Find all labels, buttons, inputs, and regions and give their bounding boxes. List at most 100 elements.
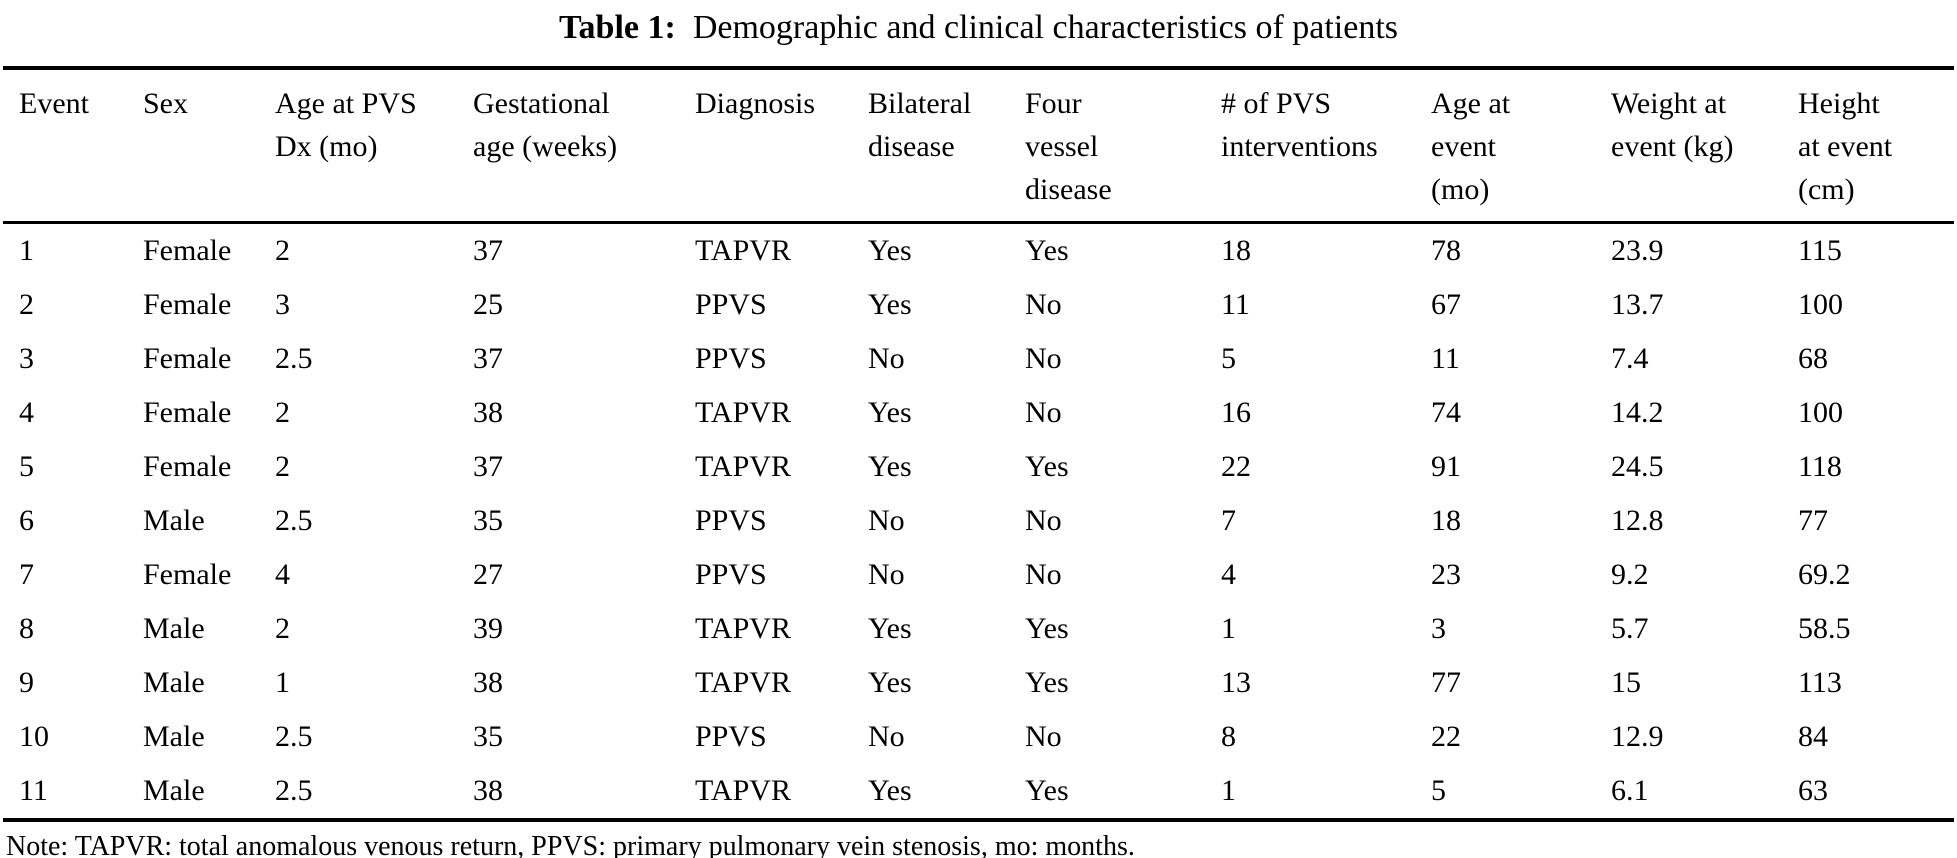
- cell-age-at-pvs-dx: 2.5: [275, 720, 313, 753]
- table-body: 1 Female 2 37 TAPVR Yes Yes 18 78 23.9 115 2 Female 3…: [3, 223, 1954, 820]
- cell-event: 11: [19, 774, 48, 807]
- table-row: 9 Male 1 38 TAPVR Yes Yes 13 77 15 113: [3, 656, 1954, 710]
- table-row: 6 Male 2.5 35 PPVS No No 7 18 12.8 77: [3, 494, 1954, 548]
- column-header-sex: Sex: [143, 87, 188, 120]
- cell-gestational-age: 37: [473, 342, 503, 375]
- cell-gestational-age: 38: [473, 666, 503, 699]
- table-row: 3 Female 2.5 37 PPVS No No 5 11 7.4 68: [3, 332, 1954, 386]
- cell-diagnosis: PPVS: [695, 342, 767, 375]
- table-header-row: Event Sex Age at PVS Dx (mo) Gestational ag…: [3, 68, 1954, 223]
- cell-diagnosis: TAPVR: [695, 396, 791, 429]
- column-header-age-at-event: Age at event (mo): [1431, 87, 1511, 206]
- cell-weight-at-event: 14.2: [1611, 396, 1664, 429]
- column-header-pvs-interventions: # of PVS interventions: [1221, 87, 1378, 163]
- cell-bilateral-disease: No: [868, 342, 905, 375]
- cell-sex: Male: [143, 612, 205, 645]
- cell-weight-at-event: 5.7: [1611, 612, 1649, 645]
- cell-sex: Male: [143, 720, 205, 753]
- cell-bilateral-disease: Yes: [868, 396, 912, 429]
- cell-four-vessel-disease: No: [1025, 342, 1062, 375]
- cell-age-at-event: 78: [1431, 234, 1461, 267]
- cell-bilateral-disease: Yes: [868, 774, 912, 807]
- cell-weight-at-event: 9.2: [1611, 558, 1649, 591]
- cell-pvs-interventions: 22: [1221, 450, 1251, 483]
- column-header-four-vessel-disease: Four vessel disease: [1025, 87, 1112, 206]
- cell-event: 4: [19, 396, 34, 429]
- cell-pvs-interventions: 16: [1221, 396, 1251, 429]
- cell-height-at-event: 58.5: [1798, 612, 1851, 645]
- patients-table: Event Sex Age at PVS Dx (mo) Gestational ag…: [3, 66, 1954, 822]
- table-title: Table 1: Demographic and clinical charac…: [0, 8, 1957, 48]
- cell-four-vessel-disease: No: [1025, 396, 1062, 429]
- table-title-caption: Demographic and clinical characteristics…: [692, 9, 1399, 46]
- cell-age-at-pvs-dx: 2.5: [275, 774, 313, 807]
- table-row: 4 Female 2 38 TAPVR Yes No 16 74 14.2 100: [3, 386, 1954, 440]
- column-header-weight-at-event: Weight at event (kg): [1611, 87, 1734, 163]
- cell-height-at-event: 115: [1798, 234, 1842, 267]
- cell-age-at-pvs-dx: 2: [275, 396, 290, 429]
- cell-age-at-pvs-dx: 4: [275, 558, 290, 591]
- cell-pvs-interventions: 5: [1221, 342, 1236, 375]
- cell-age-at-event: 18: [1431, 504, 1461, 537]
- cell-pvs-interventions: 13: [1221, 666, 1251, 699]
- cell-pvs-interventions: 4: [1221, 558, 1236, 591]
- cell-diagnosis: TAPVR: [695, 450, 791, 483]
- table-row: 10 Male 2.5 35 PPVS No No 8 22 12.9 84: [3, 710, 1954, 764]
- table-row: 11 Male 2.5 38 TAPVR Yes Yes 1 5 6.1 63: [3, 764, 1954, 820]
- cell-four-vessel-disease: No: [1025, 720, 1062, 753]
- cell-weight-at-event: 15: [1611, 666, 1641, 699]
- cell-sex: Female: [143, 396, 232, 429]
- cell-event: 9: [19, 666, 34, 699]
- cell-sex: Female: [143, 234, 232, 267]
- cell-gestational-age: 39: [473, 612, 503, 645]
- cell-event: 8: [19, 612, 34, 645]
- cell-weight-at-event: 6.1: [1611, 774, 1649, 807]
- cell-sex: Female: [143, 558, 232, 591]
- cell-diagnosis: PPVS: [695, 288, 767, 321]
- cell-height-at-event: 77: [1798, 504, 1828, 537]
- column-header-height-at-event: Height at event (cm): [1798, 87, 1893, 206]
- cell-sex: Male: [143, 774, 205, 807]
- cell-pvs-interventions: 18: [1221, 234, 1251, 267]
- table-row: 1 Female 2 37 TAPVR Yes Yes 18 78 23.9 115: [3, 223, 1954, 279]
- cell-event: 6: [19, 504, 34, 537]
- cell-age-at-pvs-dx: 2: [275, 234, 290, 267]
- cell-pvs-interventions: 8: [1221, 720, 1236, 753]
- cell-four-vessel-disease: Yes: [1025, 612, 1069, 645]
- cell-event: 1: [19, 234, 34, 267]
- cell-weight-at-event: 12.8: [1611, 504, 1664, 537]
- cell-diagnosis: PPVS: [695, 720, 767, 753]
- cell-four-vessel-disease: No: [1025, 558, 1062, 591]
- cell-height-at-event: 113: [1798, 666, 1842, 699]
- cell-diagnosis: PPVS: [695, 504, 767, 537]
- cell-pvs-interventions: 1: [1221, 774, 1236, 807]
- cell-event: 10: [19, 720, 49, 753]
- cell-age-at-event: 77: [1431, 666, 1461, 699]
- table-header: Event Sex Age at PVS Dx (mo) Gestational ag…: [3, 68, 1954, 223]
- column-header-diagnosis: Diagnosis: [695, 87, 815, 120]
- cell-four-vessel-disease: Yes: [1025, 234, 1069, 267]
- cell-height-at-event: 100: [1798, 396, 1843, 429]
- cell-height-at-event: 69.2: [1798, 558, 1851, 591]
- cell-sex: Female: [143, 450, 232, 483]
- column-header-event: Event: [19, 87, 89, 120]
- cell-gestational-age: 35: [473, 504, 503, 537]
- table-row: 5 Female 2 37 TAPVR Yes Yes 22 91 24.5 118: [3, 440, 1954, 494]
- column-header-bilateral-disease: Bilateral disease: [868, 87, 972, 163]
- cell-age-at-event: 67: [1431, 288, 1461, 321]
- cell-bilateral-disease: Yes: [868, 612, 912, 645]
- cell-sex: Male: [143, 504, 205, 537]
- cell-height-at-event: 118: [1798, 450, 1842, 483]
- cell-diagnosis: PPVS: [695, 558, 767, 591]
- cell-age-at-pvs-dx: 2: [275, 612, 290, 645]
- cell-weight-at-event: 12.9: [1611, 720, 1664, 753]
- cell-pvs-interventions: 1: [1221, 612, 1236, 645]
- cell-bilateral-disease: No: [868, 504, 905, 537]
- cell-diagnosis: TAPVR: [695, 666, 791, 699]
- cell-pvs-interventions: 7: [1221, 504, 1236, 537]
- table-row: 7 Female 4 27 PPVS No No 4 23 9.2 69.2: [3, 548, 1954, 602]
- cell-gestational-age: 37: [473, 450, 503, 483]
- cell-event: 7: [19, 558, 34, 591]
- cell-four-vessel-disease: Yes: [1025, 774, 1069, 807]
